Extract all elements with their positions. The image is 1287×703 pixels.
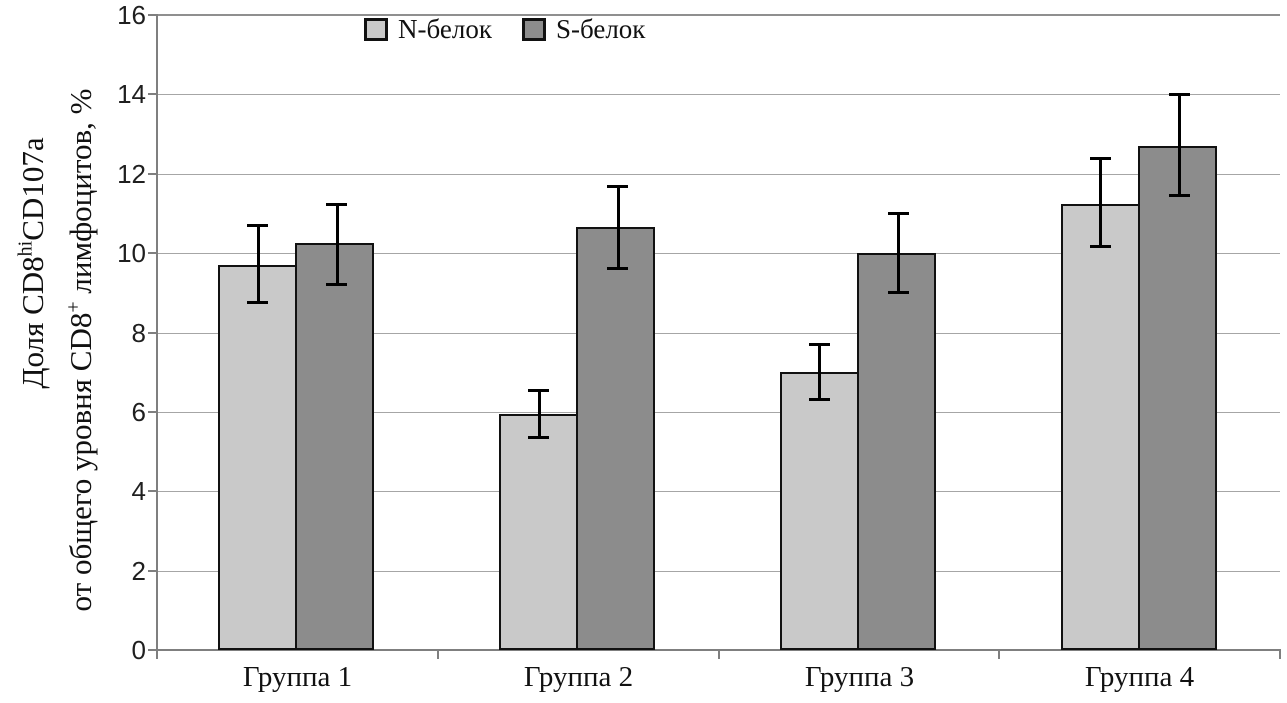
y-axis-title-line1: Доля CD8hiCD107a xyxy=(13,0,53,613)
y-axis-title-line2-text: от общего уровня CD8 xyxy=(63,312,98,612)
error-cap-top-s-group2 xyxy=(607,185,628,188)
gridline-14 xyxy=(157,94,1280,95)
y-tick-label-10: 10 xyxy=(117,238,146,268)
y-tick-0 xyxy=(148,649,157,651)
error-cap-bottom-n-group2 xyxy=(528,436,549,439)
y-axis-title-line2-text2: лимфоцитов, % xyxy=(63,88,98,302)
legend-label-s-belok: S-белок xyxy=(555,14,646,44)
error-cap-top-n-group1 xyxy=(247,224,268,227)
error-cap-bottom-s-group2 xyxy=(607,267,628,270)
bar-s-group3 xyxy=(857,253,936,650)
error-cap-bottom-n-group3 xyxy=(809,398,830,401)
error-cap-top-n-group3 xyxy=(809,343,830,346)
gridline-4 xyxy=(157,491,1280,492)
x-tick-2 xyxy=(718,650,720,659)
gridline-6 xyxy=(157,412,1280,413)
y-axis-title-line1-sup: hi xyxy=(14,240,37,257)
gridline-16 xyxy=(157,14,1280,16)
gridline-2 xyxy=(157,571,1280,572)
error-bar-n-group1 xyxy=(257,225,260,302)
bar-n-group3 xyxy=(780,372,859,650)
y-tick-label-8: 8 xyxy=(131,318,146,348)
legend-swatch-n-belok-icon xyxy=(364,17,388,41)
y-tick-16 xyxy=(148,14,157,16)
gridline-8 xyxy=(157,333,1280,334)
legend-item-n-belok: N-белок xyxy=(364,15,492,43)
error-bar-n-group3 xyxy=(818,344,821,400)
category-label-4: Группа 4 xyxy=(1084,661,1195,693)
bar-s-group2 xyxy=(576,227,655,650)
legend-label-n-belok: N-белок xyxy=(398,14,492,44)
x-tick-4 xyxy=(1279,650,1281,659)
error-cap-bottom-s-group1 xyxy=(326,283,347,286)
gridline-10 xyxy=(157,253,1280,254)
y-axis-title-line1-text2: CD107a xyxy=(15,137,50,241)
y-tick-4 xyxy=(148,490,157,492)
y-tick-label-12: 12 xyxy=(117,159,146,189)
y-axis-line xyxy=(156,14,158,659)
y-tick-label-6: 6 xyxy=(131,397,146,427)
y-tick-2 xyxy=(148,570,157,572)
category-label-2: Группа 2 xyxy=(523,661,634,693)
error-bar-n-group2 xyxy=(538,390,541,438)
error-cap-bottom-s-group3 xyxy=(888,291,909,294)
y-tick-label-14: 14 xyxy=(117,79,146,109)
error-cap-top-s-group1 xyxy=(326,203,347,206)
legend-item-s-belok: S-белок xyxy=(521,14,646,44)
error-bar-s-group1 xyxy=(336,204,339,285)
category-label-1: Группа 1 xyxy=(242,661,353,693)
bar-n-group1 xyxy=(218,265,297,650)
legend-swatch-s-belok-icon xyxy=(521,17,546,41)
error-cap-bottom-s-group4 xyxy=(1169,194,1190,197)
y-tick-10 xyxy=(148,252,157,254)
category-label-3: Группа 3 xyxy=(804,661,915,693)
x-tick-1 xyxy=(437,650,439,659)
legend: N-белок S-белок xyxy=(364,15,645,43)
y-axis-title-line2-sup: + xyxy=(62,301,85,313)
error-bar-n-group4 xyxy=(1099,158,1102,247)
y-axis-title-line1-text: Доля CD8 xyxy=(15,256,50,389)
error-cap-top-s-group4 xyxy=(1169,93,1190,96)
bar-s-group4 xyxy=(1138,146,1217,650)
error-bar-s-group4 xyxy=(1178,94,1181,195)
gridline-12 xyxy=(157,174,1280,175)
error-bar-s-group2 xyxy=(617,186,620,269)
bar-n-group4 xyxy=(1061,204,1140,650)
y-tick-6 xyxy=(148,411,157,413)
bar-s-group1 xyxy=(295,243,374,650)
bar-n-group2 xyxy=(499,414,578,650)
x-tick-0 xyxy=(156,650,158,659)
y-tick-label-2: 2 xyxy=(131,556,146,586)
error-cap-top-n-group4 xyxy=(1090,157,1111,160)
x-tick-3 xyxy=(998,650,1000,659)
y-tick-8 xyxy=(148,332,157,334)
error-bar-s-group3 xyxy=(897,213,900,292)
y-tick-14 xyxy=(148,93,157,95)
error-cap-bottom-n-group1 xyxy=(247,301,268,304)
y-tick-label-0: 0 xyxy=(131,635,146,665)
x-axis-line xyxy=(148,649,1281,651)
y-tick-12 xyxy=(148,173,157,175)
error-cap-top-s-group3 xyxy=(888,212,909,215)
error-cap-top-n-group2 xyxy=(528,389,549,392)
y-tick-label-4: 4 xyxy=(131,476,146,506)
y-axis-title-line2: от общего уровня CD8+ лимфоцитов, % xyxy=(61,0,101,700)
error-cap-bottom-n-group4 xyxy=(1090,245,1111,248)
y-tick-label-16: 16 xyxy=(117,0,146,30)
